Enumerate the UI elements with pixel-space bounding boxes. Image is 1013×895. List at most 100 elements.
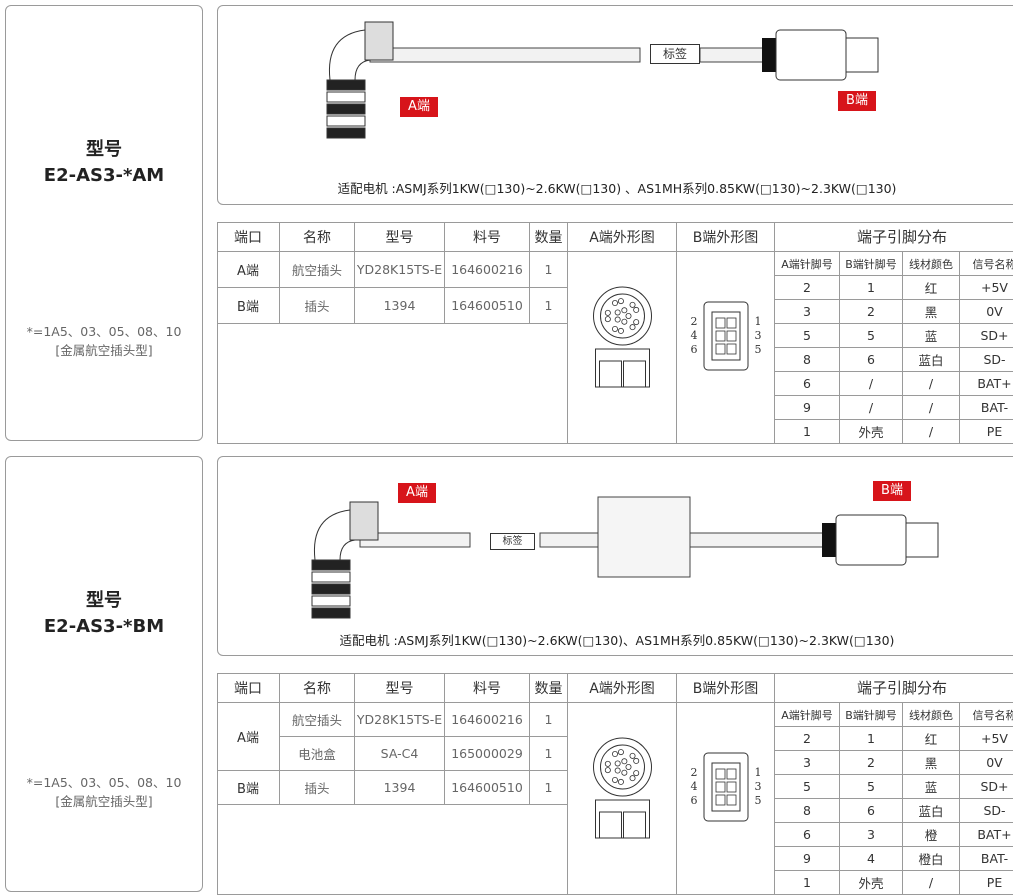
item-cell: 1 bbox=[530, 252, 568, 288]
pin-cell: 5 bbox=[840, 775, 903, 799]
b-pin-number: 3 bbox=[754, 329, 762, 342]
pin-cell: 5 bbox=[775, 324, 840, 348]
a-shape-pin bbox=[625, 764, 632, 771]
item-cell: 1 bbox=[530, 288, 568, 324]
a-label: A端 bbox=[398, 483, 436, 503]
table-header: B端外形图 bbox=[677, 673, 775, 703]
pin-header: B端针脚号 bbox=[840, 252, 903, 276]
pin-cell: 蓝 bbox=[903, 324, 960, 348]
diagram-box bbox=[217, 456, 1013, 656]
cable-tag: 标签 bbox=[490, 533, 535, 550]
b-pin-number: 3 bbox=[754, 780, 762, 793]
a-connector-ring bbox=[326, 115, 366, 127]
a-shape-base-l bbox=[599, 811, 622, 839]
pin-cell: 2 bbox=[840, 751, 903, 775]
a-connector-ring bbox=[326, 127, 366, 139]
motor-text: 适配电机 :ASMJ系列1KW(□130)~2.6KW(□130)、AS1MH系… bbox=[339, 633, 895, 648]
pin-cell: 红 bbox=[903, 727, 960, 751]
pin-header: 信号名称 bbox=[960, 703, 1013, 727]
table-header: 端口 bbox=[217, 673, 280, 703]
diagram-box bbox=[217, 5, 1013, 205]
item-cell: 航空插头 bbox=[280, 703, 355, 737]
a-shape-pin bbox=[629, 301, 636, 308]
b-label: B端 bbox=[873, 481, 911, 501]
item-cell: 1394 bbox=[355, 288, 445, 324]
b-shape-pin bbox=[726, 330, 737, 342]
a-shape-pin bbox=[633, 770, 640, 777]
pin-cell: BAT- bbox=[960, 847, 1013, 871]
a-shape-pin bbox=[617, 749, 624, 756]
a-shape-pin bbox=[614, 316, 621, 323]
pin-cell: 蓝白 bbox=[903, 348, 960, 372]
b-pin-number: 5 bbox=[754, 794, 762, 807]
table-frame bbox=[217, 222, 1013, 444]
pin-cell: +5V bbox=[960, 276, 1013, 300]
pin-cell: 3 bbox=[775, 300, 840, 324]
port-cell: A端 bbox=[217, 703, 280, 771]
pin-cell: 6 bbox=[840, 348, 903, 372]
table-header: 名称 bbox=[280, 222, 355, 252]
a-shape-pin bbox=[625, 312, 632, 319]
pin-cell: / bbox=[840, 396, 903, 420]
model-note: [金属航空插头型] bbox=[55, 343, 153, 358]
item-cell: 航空插头 bbox=[280, 252, 355, 288]
pin-cell: 黑 bbox=[903, 751, 960, 775]
a-shape-pin bbox=[621, 307, 628, 314]
model-label: 型号 bbox=[86, 139, 122, 160]
a-connector-nut bbox=[364, 21, 394, 61]
b-connector-head bbox=[845, 37, 879, 73]
a-shape-pin bbox=[617, 327, 624, 334]
a-shape-pin bbox=[614, 760, 621, 767]
pin-header: A端针脚号 bbox=[775, 252, 840, 276]
a-connector-ring bbox=[311, 583, 351, 595]
a-shape-pin bbox=[612, 300, 619, 307]
pin-cell: 5 bbox=[840, 324, 903, 348]
pin-cell: 蓝 bbox=[903, 775, 960, 799]
b-pin-number: 2 bbox=[690, 766, 698, 779]
a-shape-inner bbox=[600, 293, 645, 339]
table-header: 型号 bbox=[355, 673, 445, 703]
table-header: 端子引脚分布 bbox=[775, 673, 1013, 703]
item-cell: 164600510 bbox=[445, 288, 530, 324]
pin-cell: SD- bbox=[960, 799, 1013, 823]
pin-cell: 外壳 bbox=[840, 871, 903, 895]
pin-cell: / bbox=[840, 372, 903, 396]
b-connector-head bbox=[905, 522, 939, 558]
a-shape-pin bbox=[604, 767, 611, 774]
table-header: 数量 bbox=[530, 673, 568, 703]
model-box bbox=[5, 5, 203, 441]
a-shape-pin bbox=[612, 325, 619, 332]
a-shape-pin bbox=[633, 306, 640, 313]
a-shape-pin bbox=[614, 309, 621, 316]
b-pin-number: 5 bbox=[754, 343, 762, 356]
a-shape-base-r bbox=[623, 360, 646, 388]
table-header: 端子引脚分布 bbox=[775, 222, 1013, 252]
b-pin-number: 4 bbox=[690, 329, 698, 342]
b-pin-number: 2 bbox=[690, 315, 698, 328]
pin-cell: 0V bbox=[960, 751, 1013, 775]
a-connector-ring bbox=[311, 559, 351, 571]
pin-cell: 1 bbox=[840, 276, 903, 300]
pin-cell: 6 bbox=[775, 823, 840, 847]
table-header: A端外形图 bbox=[568, 222, 677, 252]
table-header: 数量 bbox=[530, 222, 568, 252]
pin-cell: 1 bbox=[775, 871, 840, 895]
item-cell: 电池盒 bbox=[280, 737, 355, 771]
pin-cell: 9 bbox=[775, 847, 840, 871]
model-note: [金属航空插头型] bbox=[55, 794, 153, 809]
a-connector-ring bbox=[311, 607, 351, 619]
pin-cell: 2 bbox=[775, 276, 840, 300]
pin-cell: / bbox=[903, 420, 960, 444]
a-shape-inner bbox=[600, 744, 645, 790]
a-shape-pin bbox=[633, 757, 640, 764]
pin-cell: 5 bbox=[775, 775, 840, 799]
pin-cell: 6 bbox=[775, 372, 840, 396]
a-shape-pin bbox=[614, 767, 621, 774]
a-shape-pin bbox=[604, 760, 611, 767]
b-pin-number: 6 bbox=[690, 794, 698, 807]
battery-box bbox=[597, 496, 691, 578]
item-cell: YD28K15TS-E bbox=[355, 703, 445, 737]
item-cell: 164600216 bbox=[445, 703, 530, 737]
